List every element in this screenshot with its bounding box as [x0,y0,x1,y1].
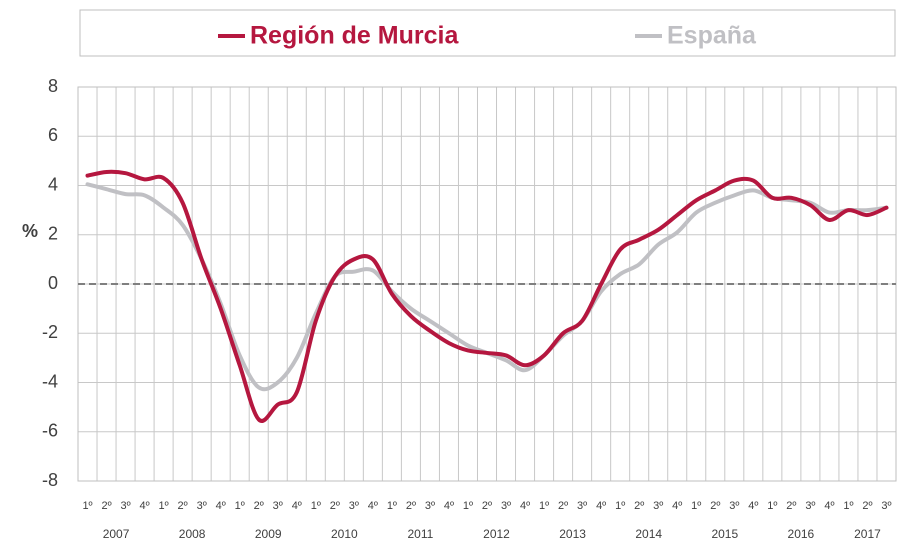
x-tick-label: 3º [501,500,511,512]
x-tick-label: 1º [691,500,701,512]
year-label: 2012 [483,527,510,541]
x-tick-label: 1º [82,500,92,512]
year-label: 2017 [854,527,881,541]
x-tick-label: 2º [101,500,111,512]
x-tick-label: 2º [330,500,340,512]
series-line [85,169,889,423]
x-tick-label: 4º [292,500,302,512]
x-tick-label: 4º [216,500,226,512]
x-tick-label: 2º [482,500,492,512]
year-label: 2013 [559,527,586,541]
x-tick-label: 4º [596,500,606,512]
x-tick-label: 3º [729,500,739,512]
x-tick-label: 2º [178,500,188,512]
x-tick-label: 2º [406,500,416,512]
x-tick-label: 1º [843,500,853,512]
legend-label: Región de Murcia [250,22,459,50]
year-label: 2010 [331,527,358,541]
year-label: 2007 [103,527,130,541]
x-tick-label: 2º [786,500,796,512]
x-tick-label: 3º [197,500,207,512]
y-tick-label: -2 [42,322,58,342]
year-label: 2009 [255,527,282,541]
x-tick-label: 3º [273,500,283,512]
year-label: 2008 [179,527,206,541]
x-tick-label: 2º [710,500,720,512]
x-tick-label: 1º [767,500,777,512]
y-axis-label: % [22,221,38,241]
y-tick-label: -8 [42,470,58,490]
x-tick-label: 2º [558,500,568,512]
y-tick-label: -4 [42,371,58,391]
x-tick-label: 1º [539,500,549,512]
x-tick-label: 3º [653,500,663,512]
x-tick-label: 4º [444,500,454,512]
x-tick-label: 3º [805,500,815,512]
x-tick-label: 1º [235,500,245,512]
x-tick-label: 2º [254,500,264,512]
year-label: 2016 [788,527,815,541]
x-tick-label: 4º [140,500,150,512]
year-label: 2015 [711,527,738,541]
legend-box [79,9,896,57]
y-tick-label: 0 [48,273,58,293]
x-tick-label: 3º [120,500,130,512]
x-tick-label: 3º [577,500,587,512]
y-tick-label: 2 [48,224,58,244]
y-tick-label: 6 [48,125,58,145]
x-tick-label: 2º [862,500,872,512]
y-tick-label: -6 [42,421,58,441]
x-tick-label: 4º [368,500,378,512]
x-tick-label: 4º [672,500,682,512]
x-tick-label: 1º [311,500,321,512]
legend-label: España [667,22,757,50]
x-tick-label: 3º [425,500,435,512]
x-tick-label: 4º [748,500,758,512]
x-tick-label: 1º [387,500,397,512]
year-label: 2011 [408,527,434,541]
y-tick-label: 8 [48,76,58,96]
y-tick-label: 4 [48,174,58,194]
x-tick-label: 4º [824,500,834,512]
x-tick-label: 3º [881,500,891,512]
series-line [85,182,889,392]
x-tick-label: 4º [520,500,530,512]
x-tick-label: 1º [463,500,473,512]
x-tick-label: 1º [615,500,625,512]
x-tick-label: 3º [349,500,359,512]
year-label: 2014 [635,527,662,541]
x-tick-label: 1º [159,500,169,512]
x-tick-label: 2º [634,500,644,512]
